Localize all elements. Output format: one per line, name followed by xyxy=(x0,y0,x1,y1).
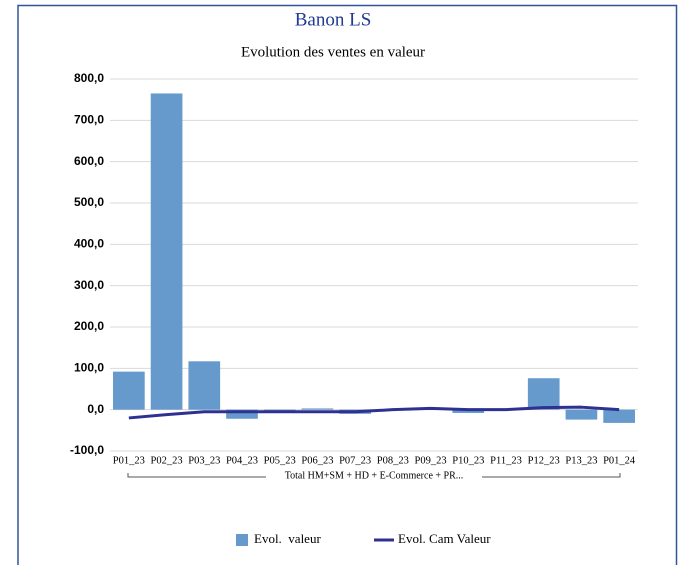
bar xyxy=(226,409,258,419)
bar xyxy=(452,409,485,413)
bar xyxy=(527,378,560,410)
legend-label: Evol. Cam Valeur xyxy=(398,531,491,546)
x-tick-label: P03_23 xyxy=(188,455,220,466)
y-tick-label: 800,0 xyxy=(74,71,104,85)
line xyxy=(128,405,620,420)
y-tick-label: 200,0 xyxy=(74,319,104,333)
y-tick-label: 300,0 xyxy=(74,278,104,292)
bar xyxy=(565,409,598,420)
bar xyxy=(301,408,334,410)
x-tick-label: P07_23 xyxy=(339,455,371,466)
chart-subtitle: Evolution des ventes en valeur xyxy=(241,44,425,60)
y-tick-label: 0,0 xyxy=(87,402,104,416)
y-tick-label: 100,0 xyxy=(74,361,104,375)
x-tick-label: P05_23 xyxy=(264,455,296,466)
x-tick-label: P01_23 xyxy=(113,455,145,466)
x-tick-label: P08_23 xyxy=(377,455,409,466)
x-tick-label: P06_23 xyxy=(301,455,333,466)
frame xyxy=(17,4,678,565)
x-tick-label: P10_23 xyxy=(452,455,484,466)
y-tick-label: 700,0 xyxy=(74,113,104,127)
group-label-bg xyxy=(266,470,482,482)
bar xyxy=(188,361,221,410)
x-tick-label: P01_24 xyxy=(603,455,636,466)
x-tick-label: P02_23 xyxy=(151,455,183,466)
x-tick-label: P13_23 xyxy=(565,455,597,466)
x-tick-label: P11_23 xyxy=(490,455,522,466)
x-tick-label: P12_23 xyxy=(528,455,560,466)
y-tick-label: 400,0 xyxy=(74,237,104,251)
y-tick-label: 600,0 xyxy=(74,154,104,168)
chart-title: Banon LS xyxy=(295,9,372,30)
y-tick-label: 500,0 xyxy=(74,195,104,209)
legend-label: Evol. valeur xyxy=(254,531,321,546)
bar xyxy=(603,409,635,423)
bar xyxy=(150,93,183,410)
group-label: Total HM+SM + HD + E-Commerce + PR... xyxy=(285,470,464,481)
legend-swatch xyxy=(236,534,248,546)
y-tick-label: -100,0 xyxy=(70,443,104,457)
x-tick-label: P04_23 xyxy=(226,455,258,466)
x-tick-label: P09_23 xyxy=(415,455,447,466)
bar xyxy=(113,371,145,410)
